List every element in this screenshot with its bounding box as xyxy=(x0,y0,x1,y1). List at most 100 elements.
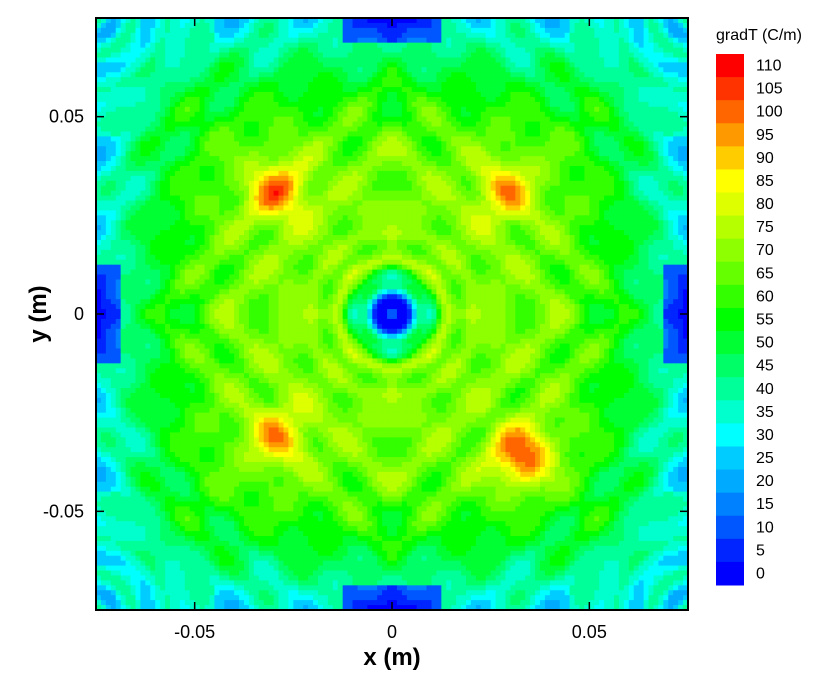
contour-cell xyxy=(100,136,107,142)
contour-cell xyxy=(446,52,452,58)
contour-cell xyxy=(268,27,274,34)
contour-cell xyxy=(668,141,674,147)
contour-cell xyxy=(495,27,501,34)
contour-cell xyxy=(559,42,566,48)
contour-cell xyxy=(263,111,270,118)
contour-cell xyxy=(367,156,373,162)
contour-cell xyxy=(327,77,334,83)
contour-cell xyxy=(530,141,536,147)
contour-cell xyxy=(618,205,625,211)
contour-cell xyxy=(525,67,531,73)
contour-cell xyxy=(179,52,186,58)
contour-cell xyxy=(96,121,102,127)
contour-cell xyxy=(204,101,210,108)
contour-cell xyxy=(658,136,664,142)
contour-cell xyxy=(184,42,191,48)
contour-cell xyxy=(569,77,575,83)
contour-cell xyxy=(96,190,102,196)
contour-cell xyxy=(100,161,107,167)
contour-cell xyxy=(505,42,511,48)
contour-cell xyxy=(342,27,348,34)
contour-cell xyxy=(150,57,156,63)
contour-cell xyxy=(485,156,492,162)
contour-cell xyxy=(382,210,388,216)
contour-cell xyxy=(505,37,511,44)
contour-cell xyxy=(549,161,556,167)
contour-cell xyxy=(283,141,289,147)
contour-cell xyxy=(110,37,117,44)
contour-cell xyxy=(332,156,339,162)
contour-cell xyxy=(372,92,378,98)
contour-cell xyxy=(401,121,408,127)
contour-cell xyxy=(544,195,551,201)
contour-cell xyxy=(263,62,270,68)
contour-cell xyxy=(239,141,245,147)
contour-cell xyxy=(470,146,477,152)
contour-cell xyxy=(495,151,501,157)
contour-cell xyxy=(426,116,432,122)
contour-cell xyxy=(273,215,279,221)
contour-cell xyxy=(623,151,630,157)
contour-cell xyxy=(520,77,526,83)
contour-cell xyxy=(174,200,181,206)
contour-cell xyxy=(273,18,279,24)
contour-cell xyxy=(609,121,615,127)
contour-cell xyxy=(224,32,230,39)
contour-cell xyxy=(367,126,373,132)
contour-cell xyxy=(485,37,492,44)
contour-cell xyxy=(618,47,625,53)
contour-cell xyxy=(303,136,309,142)
contour-cell xyxy=(105,180,112,187)
contour-cell xyxy=(579,32,585,39)
contour-cell xyxy=(273,151,279,157)
contour-cell xyxy=(544,87,551,93)
contour-cell xyxy=(194,42,200,48)
contour-cell xyxy=(327,92,334,98)
contour-cell xyxy=(683,185,688,192)
contour-cell xyxy=(604,47,610,53)
contour-cell xyxy=(673,205,679,211)
contour-cell xyxy=(490,42,496,48)
contour-cell xyxy=(327,111,334,118)
contour-cell xyxy=(115,42,122,48)
contour-cell xyxy=(411,37,418,44)
contour-cell xyxy=(604,175,610,182)
contour-cell xyxy=(490,131,496,137)
contour-cell xyxy=(678,195,684,201)
contour-cell xyxy=(461,42,467,48)
contour-cell xyxy=(436,151,442,157)
contour-cell xyxy=(253,87,260,93)
contour-cell xyxy=(135,166,141,172)
contour-cell xyxy=(633,141,640,147)
contour-cell xyxy=(244,18,250,24)
contour-cell xyxy=(628,190,635,196)
contour-cell xyxy=(510,136,516,142)
contour-cell xyxy=(337,131,344,137)
contour-cell xyxy=(392,106,398,113)
contour-cell xyxy=(308,52,314,58)
contour-cell xyxy=(352,126,358,132)
contour-cell xyxy=(125,195,131,201)
contour-cell xyxy=(678,151,684,157)
contour-cell xyxy=(633,190,640,196)
contour-cell xyxy=(643,101,649,108)
contour-cell xyxy=(436,52,442,58)
contour-cell xyxy=(614,190,620,196)
contour-cell xyxy=(396,116,403,122)
contour-cell xyxy=(263,170,270,177)
contour-cell xyxy=(342,22,348,29)
contour-cell xyxy=(510,161,516,167)
contour-cell xyxy=(683,82,688,88)
contour-cell xyxy=(184,116,191,122)
contour-cell xyxy=(194,170,200,177)
contour-cell xyxy=(579,131,585,137)
contour-cell xyxy=(456,195,462,201)
contour-cell xyxy=(530,210,536,216)
contour-cell xyxy=(554,185,561,192)
contour-cell xyxy=(165,170,171,177)
contour-cell xyxy=(362,121,368,127)
contour-cell xyxy=(609,210,615,216)
contour-cell xyxy=(421,111,427,118)
contour-cell xyxy=(431,121,437,127)
contour-cell xyxy=(446,126,452,132)
